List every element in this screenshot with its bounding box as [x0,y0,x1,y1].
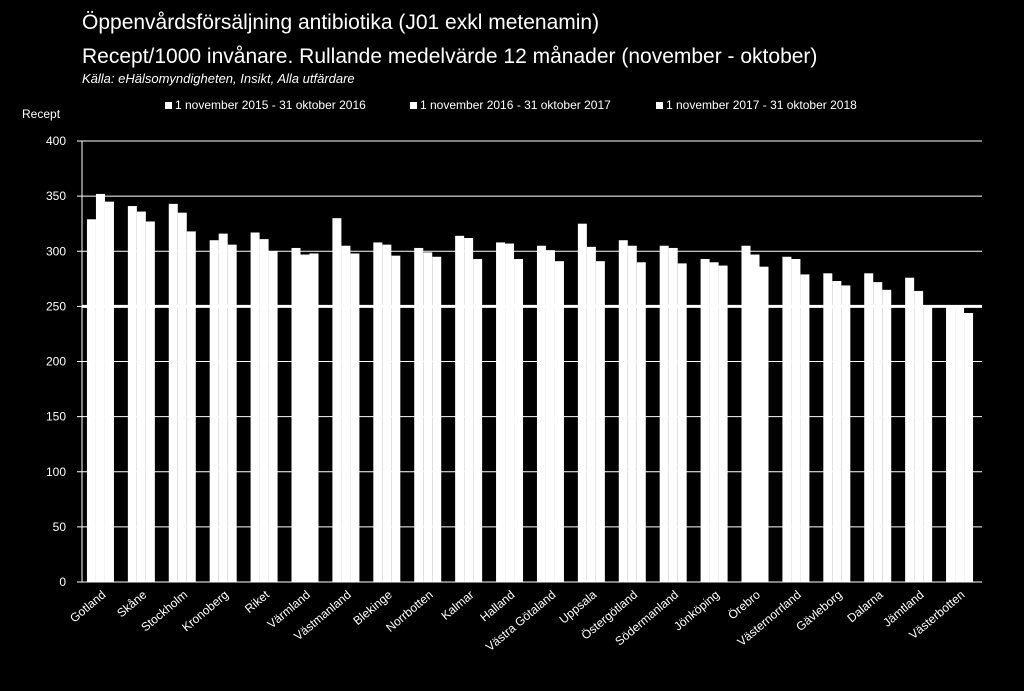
bar [759,266,769,582]
y-tick-label: 250 [46,299,66,313]
bar [700,258,710,582]
legend-label: 1 november 2015 - 31 oktober 2016 [175,98,366,112]
x-tick-label: Örebro [725,587,763,622]
x-tick-label: Skåne [114,587,149,620]
bar [309,253,319,582]
x-tick-label: Gotland [67,588,108,626]
bar [300,254,310,582]
x-tick-label: Riket [242,587,272,616]
bar [514,258,524,582]
bar [373,242,383,582]
bar [782,256,792,582]
bar [136,211,146,582]
y-axis-label: Recept [22,107,61,121]
chart-title: Öppenvårdsförsäljning antibiotika (J01 e… [82,11,600,34]
bar [914,290,924,582]
bar [586,246,596,582]
bar [414,247,424,582]
bar [209,240,219,582]
y-tick-label: 350 [46,189,66,203]
bar [668,247,678,582]
bar [636,262,646,582]
bar [259,239,269,582]
bar [823,273,833,582]
bar [104,201,114,582]
bar [800,274,810,582]
bar [545,250,555,582]
bar [127,206,137,583]
bar [964,312,974,582]
bar [677,263,687,582]
bar [718,265,728,582]
y-tick-label: 0 [59,575,66,589]
bar [168,203,178,582]
bar [536,245,546,583]
bar [955,306,965,582]
bar [923,306,933,582]
bar [350,253,360,582]
x-tick-label: Västra Götaland [483,588,558,654]
bar [145,221,155,583]
bar [95,193,105,583]
y-tick-label: 300 [46,244,66,258]
bar [832,281,842,582]
bar [554,261,564,582]
y-tick-label: 150 [46,410,66,424]
y-tick-label: 200 [46,355,66,369]
x-tick-label: Jönköping [671,588,722,634]
bar [391,255,401,582]
y-tick-label: 400 [46,134,66,148]
bar [659,245,669,583]
bar [750,254,760,582]
bar [882,289,892,582]
legend-entry-2017: 1 november 2016 - 31 oktober 2017 [410,98,611,112]
bar [86,219,96,582]
legend-swatch [410,101,417,109]
bar [841,285,851,582]
bar [618,240,628,582]
bar [186,231,196,582]
legend-swatch [656,101,663,109]
bar [227,244,237,582]
legend-label: 1 november 2016 - 31 oktober 2017 [420,98,611,112]
x-tick-label: Kalmar [438,588,476,623]
x-tick-label: Gävleborg [793,588,844,634]
chart-subtitle: Recept/1000 invånare. Rullande medelvärd… [82,45,818,68]
bar [627,245,637,583]
bar [496,242,506,582]
bar [432,256,442,582]
bar [873,282,883,582]
bar [791,258,801,582]
legend-swatch [165,101,172,109]
bar [709,262,719,582]
legend-entry-2016: 1 november 2015 - 31 oktober 2016 [165,98,366,112]
bar [382,244,392,582]
bar [423,252,433,583]
bar [464,238,474,582]
bar [218,233,228,583]
bar [268,251,278,582]
bar [177,212,187,582]
legend-entry-2018: 1 november 2017 - 31 oktober 2018 [656,98,857,112]
bar [473,258,483,582]
bar [864,273,874,582]
bar [505,243,515,582]
chart-source: Källa: eHälsomyndigheten, Insikt, Alla u… [82,71,355,86]
bar [250,232,260,582]
bar [455,235,465,582]
bar [905,277,915,582]
bar [341,245,351,583]
legend-label: 1 november 2017 - 31 oktober 2018 [666,98,857,112]
bar [291,247,301,582]
bar [577,223,587,582]
bar [595,261,605,582]
bar [741,245,751,583]
bar [946,305,956,582]
bar [332,218,342,583]
y-tick-label: 50 [53,520,67,534]
y-tick-label: 100 [46,465,66,479]
